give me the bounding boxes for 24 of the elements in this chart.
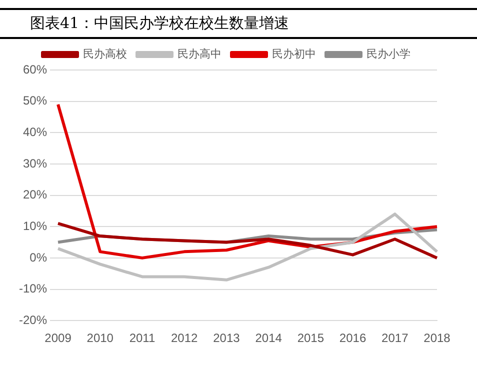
y-tick-label: 60% [22, 62, 48, 76]
x-tick-label: 2016 [339, 331, 366, 346]
x-tick-label: 2011 [129, 331, 156, 346]
x-tick-label: 2013 [213, 331, 240, 346]
y-tick-label: 20% [22, 188, 48, 202]
x-tick-label: 2010 [86, 331, 114, 346]
legend-label: 民办小学 [366, 47, 410, 60]
y-tick-label: 30% [22, 156, 48, 170]
y-tick-label: -10% [19, 282, 48, 296]
x-tick-label: 2014 [255, 331, 282, 346]
y-tick-label: 0% [30, 250, 48, 264]
x-tick-label: 2017 [382, 331, 409, 346]
legend-label: 民办高中 [178, 47, 222, 60]
y-tick-label: 40% [22, 124, 48, 139]
legend-label: 民办初中 [272, 47, 316, 60]
y-tick-label: -20% [19, 312, 48, 327]
chart-title: 图表41：中国民办学校在校生数量增速 [0, 8, 477, 39]
x-tick-label: 2018 [424, 331, 451, 346]
y-tick-label: 10% [22, 218, 48, 233]
x-tick-label: 2012 [170, 331, 198, 346]
legend-label: 民办高校 [83, 47, 127, 60]
y-tick-label: 50% [22, 94, 48, 108]
x-tick-label: 2015 [297, 331, 324, 346]
x-tick-label: 2009 [44, 331, 72, 346]
